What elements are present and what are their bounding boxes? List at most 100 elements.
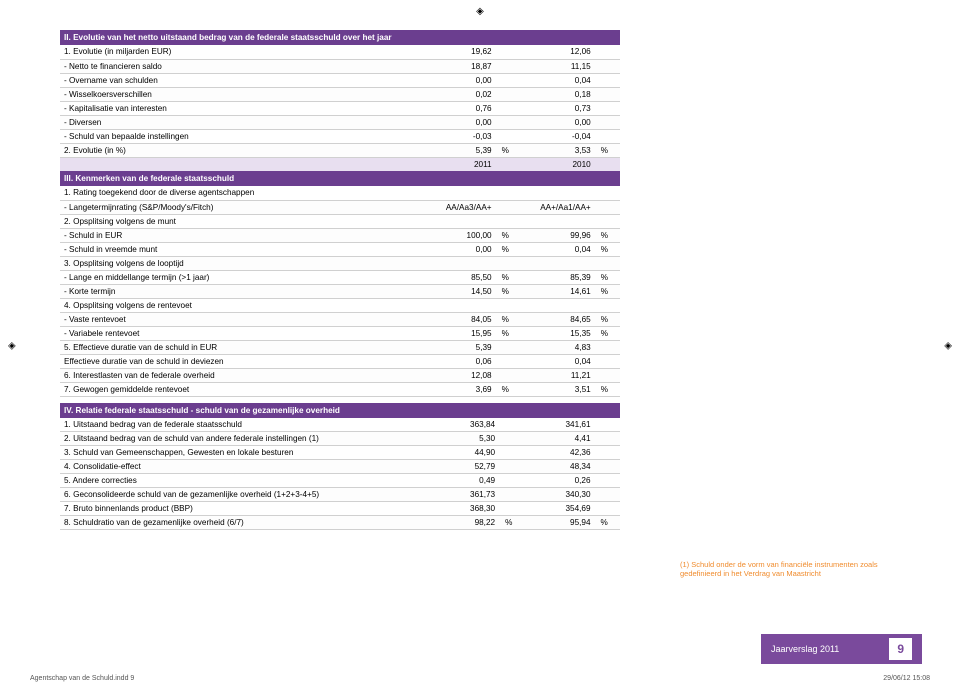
- row-unit-1: [496, 59, 521, 73]
- table-row: - Overname van schulden0,000,04: [60, 73, 620, 87]
- row-value-1: 0,02: [426, 87, 495, 101]
- row-unit-2: %: [595, 382, 620, 396]
- row-unit-2: %: [595, 312, 620, 326]
- row-value-1: 0,00: [426, 242, 495, 256]
- footer-band: Jaarverslag 2011 9: [761, 634, 922, 664]
- table-row: 6. Geconsolideerde schuld van de gezamen…: [60, 488, 620, 502]
- row-value-2: 0,18: [521, 87, 595, 101]
- table-section-4: IV. Relatie federale staatsschuld - schu…: [60, 403, 620, 531]
- row-value-2: 0,04: [521, 242, 595, 256]
- row-label: - Wisselkoersverschillen: [60, 87, 426, 101]
- row-unit-2: %: [595, 326, 620, 340]
- table-row: - Schuld van bepaalde instellingen-0,03-…: [60, 129, 620, 143]
- row-value-1: [426, 298, 495, 312]
- row-unit-2: [595, 502, 620, 516]
- row-unit-1: [499, 446, 524, 460]
- row-label: - Schuld in vreemde munt: [60, 242, 426, 256]
- row-value-1: AA/Aa3/AA+: [426, 200, 495, 214]
- table-row: Effectieve duratie van de schuld in devi…: [60, 354, 620, 368]
- row-value-2: [521, 298, 595, 312]
- table-row: 6. Interestlasten van de federale overhe…: [60, 368, 620, 382]
- row-unit-1: [496, 45, 521, 59]
- row-unit-2: [595, 432, 620, 446]
- table-row: 8. Schuldratio van de gezamenlijke overh…: [60, 516, 620, 530]
- row-value-1: 5,30: [429, 432, 499, 446]
- table-row: 5. Effectieve duratie van de schuld in E…: [60, 340, 620, 354]
- row-label: 7. Gewogen gemiddelde rentevoet: [60, 382, 426, 396]
- section-2-title: II. Evolutie van het netto uitstaand bed…: [60, 30, 620, 45]
- page-content: II. Evolutie van het netto uitstaand bed…: [0, 0, 960, 530]
- row-label: 7. Bruto binnenlands product (BBP): [60, 502, 429, 516]
- row-unit-1: [496, 129, 521, 143]
- row-value-1: 0,76: [426, 101, 495, 115]
- row-value-2: 48,34: [525, 460, 595, 474]
- row-label: - Langetermijnrating (S&P/Moody's/Fitch): [60, 200, 426, 214]
- row-value-2: 99,96: [521, 228, 595, 242]
- row-unit-2: [595, 129, 620, 143]
- row-unit-1: %: [496, 270, 521, 284]
- row-label: - Vaste rentevoet: [60, 312, 426, 326]
- row-value-1: 98,22: [429, 516, 499, 530]
- row-label: 2. Uitstaand bedrag van de schuld van an…: [60, 432, 429, 446]
- indesign-file: Agentschap van de Schuld.indd 9: [30, 675, 134, 682]
- section-4-title: IV. Relatie federale staatsschuld - schu…: [60, 403, 620, 418]
- table-row: 2. Opsplitsing volgens de munt: [60, 214, 620, 228]
- row-unit-1: %: [499, 516, 524, 530]
- row-label: - Lange en middellange termijn (>1 jaar): [60, 270, 426, 284]
- year-2010: 2010: [521, 157, 595, 171]
- table-row: - Lange en middellange termijn (>1 jaar)…: [60, 270, 620, 284]
- row-value-1: [426, 256, 495, 270]
- row-value-2: 85,39: [521, 270, 595, 284]
- table-row: 5. Andere correcties0,490,26: [60, 474, 620, 488]
- row-label: Effectieve duratie van de schuld in devi…: [60, 354, 426, 368]
- row-label: - Diversen: [60, 115, 426, 129]
- row-unit-1: [496, 87, 521, 101]
- row-value-2: 354,69: [525, 502, 595, 516]
- row-unit-1: [496, 298, 521, 312]
- row-unit-2: [595, 488, 620, 502]
- row-unit-1: %: [496, 312, 521, 326]
- row-value-2: [521, 214, 595, 228]
- row-unit-1: [496, 214, 521, 228]
- row-value-2: 15,35: [521, 326, 595, 340]
- row-unit-2: [595, 474, 620, 488]
- row-unit-1: [499, 432, 524, 446]
- row-value-1: 368,30: [429, 502, 499, 516]
- page-number: 9: [889, 638, 912, 660]
- row-unit-2: [595, 298, 620, 312]
- row-value-2: 11,15: [521, 59, 595, 73]
- row-unit-2: [595, 87, 620, 101]
- row-value-2: 11,21: [521, 368, 595, 382]
- table-row: 4. Opsplitsing volgens de rentevoet: [60, 298, 620, 312]
- section-3-title: III. Kenmerken van de federale staatssch…: [60, 171, 620, 186]
- row-value-1: [426, 214, 495, 228]
- row-label: 6. Interestlasten van de federale overhe…: [60, 368, 426, 382]
- row-value-1: 12,08: [426, 368, 495, 382]
- row-unit-2: %: [595, 270, 620, 284]
- row-unit-1: [499, 418, 524, 432]
- table-row: - Wisselkoersverschillen0,02 0,18: [60, 87, 620, 101]
- table-row: 4. Consolidatie-effect52,7948,34: [60, 460, 620, 474]
- row-value-2: 3,51: [521, 382, 595, 396]
- report-title: Jaarverslag 2011: [771, 644, 839, 654]
- row-value-2: 95,94: [525, 516, 595, 530]
- row-unit-1: %: [496, 326, 521, 340]
- row-value-2: 84,65: [521, 312, 595, 326]
- row-value-1: 44,90: [429, 446, 499, 460]
- row-unit-1: [496, 73, 521, 87]
- row-label: 1. Evolutie (in miljarden EUR): [60, 45, 426, 59]
- table-row: - Schuld in vreemde munt0,00%0,04%: [60, 242, 620, 256]
- table-row: 2. Evolutie (in %)5,39%3,53%: [60, 143, 620, 157]
- row-unit-2: [595, 214, 620, 228]
- row-value-1: 84,05: [426, 312, 495, 326]
- year-2011: 2011: [426, 157, 495, 171]
- row-unit-2: %: [595, 143, 620, 157]
- row-value-2: [521, 186, 595, 200]
- row-label: 2. Opsplitsing volgens de munt: [60, 214, 426, 228]
- row-unit-2: [595, 446, 620, 460]
- row-label: - Overname van schulden: [60, 73, 426, 87]
- row-unit-2: [595, 115, 620, 129]
- row-label: 6. Geconsolideerde schuld van de gezamen…: [60, 488, 429, 502]
- row-unit-1: [499, 474, 524, 488]
- table-row: 7. Bruto binnenlands product (BBP)368,30…: [60, 502, 620, 516]
